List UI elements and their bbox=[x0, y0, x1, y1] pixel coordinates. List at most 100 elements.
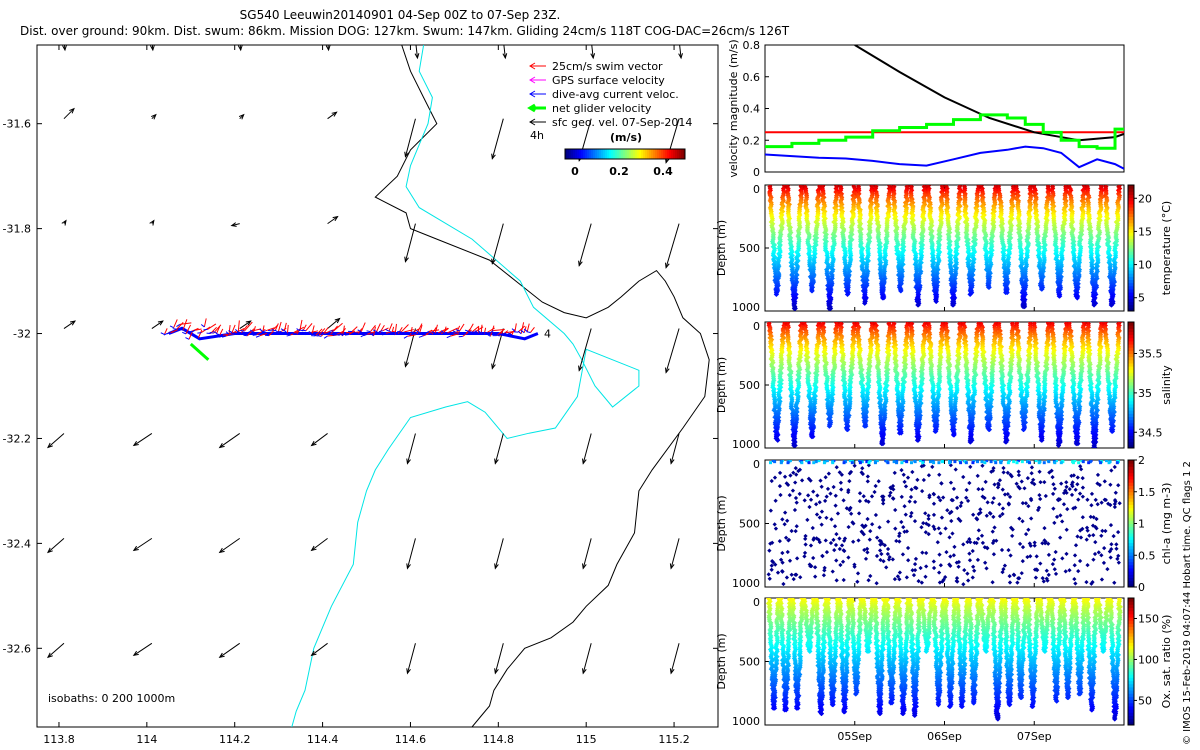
swim-vector bbox=[351, 326, 358, 332]
geo-velocity-arrow-shaft bbox=[219, 642, 240, 658]
swim-vector bbox=[493, 329, 505, 332]
geo-velocity-arrow bbox=[404, 223, 416, 263]
colorbar-cell bbox=[673, 149, 676, 159]
dive-avg-current-vector bbox=[434, 332, 439, 335]
swim-vector bbox=[274, 323, 279, 332]
colorbar-cell bbox=[1128, 197, 1134, 202]
dive-avg-current-vector bbox=[301, 329, 306, 332]
net-glider-velocity-vector bbox=[189, 342, 210, 361]
dive-avg-current-vector bbox=[409, 331, 414, 334]
colorbar-cell bbox=[1128, 285, 1134, 290]
colorbar-tick-label: 20 bbox=[1138, 192, 1152, 205]
dive-avg-current-vector bbox=[339, 332, 344, 337]
swim-vector bbox=[391, 326, 395, 334]
colorbar-cell bbox=[679, 149, 682, 159]
swim-vector bbox=[219, 328, 224, 336]
swim-vector bbox=[299, 319, 303, 332]
geo-velocity-arrow-head bbox=[491, 363, 496, 370]
velocity-y-tick-label: 0.4 bbox=[743, 103, 761, 116]
dive-avg-current-vector bbox=[185, 337, 190, 340]
swim-vector bbox=[237, 320, 240, 333]
swim-vector bbox=[197, 329, 203, 339]
dive-avg-current-vector bbox=[191, 329, 196, 333]
geo-velocity-arrow-shaft bbox=[415, 45, 418, 59]
swim-vector bbox=[185, 324, 192, 335]
dive-avg-current-vector bbox=[449, 332, 454, 336]
dive-avg-current-vector bbox=[504, 333, 509, 336]
geo-velocity-arrow-shaft bbox=[133, 537, 153, 551]
legend-label: 25cm/s swim vector bbox=[552, 60, 663, 73]
geo-velocity-arrow bbox=[327, 317, 341, 329]
geo-velocity-arrow bbox=[578, 223, 592, 267]
swim-vector bbox=[431, 327, 437, 335]
profile-y-tick-label: 500 bbox=[739, 379, 760, 392]
swim-vector bbox=[530, 326, 535, 333]
colorbar-cell bbox=[571, 149, 574, 159]
geo-velocity-arrow-head bbox=[310, 545, 317, 552]
colorbar-cell bbox=[1128, 244, 1134, 249]
geo-velocity-arrow-head bbox=[494, 563, 499, 570]
dive-avg-current-vector bbox=[237, 331, 242, 334]
dive-avg-current-vector bbox=[495, 334, 500, 337]
geo-velocity-arrow-shaft bbox=[679, 45, 682, 59]
geo-velocity-arrow-head bbox=[502, 53, 508, 60]
geo-velocity-arrow bbox=[494, 433, 504, 465]
geo-velocity-arrow-head bbox=[406, 668, 411, 675]
geo-velocity-arrow-shaft bbox=[133, 642, 153, 656]
data-point bbox=[950, 302, 956, 308]
legend-label: dive-avg current veloc. bbox=[552, 88, 679, 101]
map-x-tick-label: 115.2 bbox=[658, 733, 690, 746]
swim-vector bbox=[265, 327, 275, 332]
colorbar-cell bbox=[621, 149, 624, 159]
colorbar-tick-label: 15 bbox=[1138, 225, 1152, 238]
colorbar-cell bbox=[589, 149, 592, 159]
map-x-tick-label: 113.8 bbox=[43, 733, 75, 746]
colorbar-cell bbox=[669, 149, 672, 159]
colorbar-tick-label: 0 bbox=[571, 165, 579, 178]
geo-velocity-arrow-head bbox=[310, 440, 317, 447]
dive-avg-current-vector bbox=[385, 328, 390, 332]
dive-avg-current-vector bbox=[179, 327, 184, 331]
dive-avg-current-vector bbox=[271, 328, 276, 332]
swim-vector bbox=[277, 321, 282, 333]
geo-velocity-arrow-head bbox=[334, 317, 341, 324]
geo-velocity-arrow-head bbox=[132, 545, 139, 552]
swim-vector bbox=[360, 322, 366, 332]
colorbar-cell bbox=[583, 149, 586, 159]
geo-velocity-arrow-head bbox=[218, 547, 225, 554]
dive-avg-current-vector bbox=[483, 331, 488, 334]
data-point bbox=[986, 284, 992, 290]
colorbar-cell bbox=[1128, 288, 1134, 293]
dive-avg-current-vector bbox=[403, 335, 408, 339]
map-y-tick-label: -32.6 bbox=[3, 642, 31, 655]
profile-y-tick-label: 1000 bbox=[732, 438, 760, 451]
colorbar-cell bbox=[677, 149, 680, 159]
colorbar-cell bbox=[597, 149, 600, 159]
geo-velocity-arrow bbox=[582, 433, 592, 465]
data-point bbox=[775, 437, 781, 443]
geo-velocity-arrow-head bbox=[582, 563, 587, 570]
geo-velocity-arrow-head bbox=[157, 320, 164, 326]
geo-velocity-arrow-shaft bbox=[47, 433, 65, 448]
geo-velocity-arrow-head bbox=[669, 668, 675, 675]
dive-avg-current-vector bbox=[489, 330, 494, 334]
swim-vector bbox=[499, 330, 504, 337]
geo-velocity-arrow-shaft bbox=[491, 223, 504, 264]
geo-velocity-arrow-shaft bbox=[578, 328, 592, 371]
geo-velocity-arrow-head bbox=[151, 113, 157, 120]
dive-avg-current-vector bbox=[243, 334, 248, 337]
geo-velocity-arrow bbox=[491, 118, 504, 160]
map-plot-area: 4 bbox=[47, 45, 710, 727]
geo-velocity-arrow-shaft bbox=[47, 642, 65, 658]
profile-y-tick-label: 0 bbox=[753, 320, 760, 333]
isobath-label: isobaths: 0 200 1000m bbox=[48, 692, 175, 705]
colorbar-cell bbox=[1128, 270, 1134, 274]
dive-avg-current-vector bbox=[259, 328, 264, 332]
geo-velocity-arrow-shaft bbox=[239, 320, 251, 329]
geo-velocity-arrow bbox=[404, 118, 416, 158]
colorbar-cell bbox=[1128, 257, 1134, 262]
dive-avg-current-vector bbox=[166, 332, 171, 335]
swim-vector bbox=[324, 329, 335, 334]
